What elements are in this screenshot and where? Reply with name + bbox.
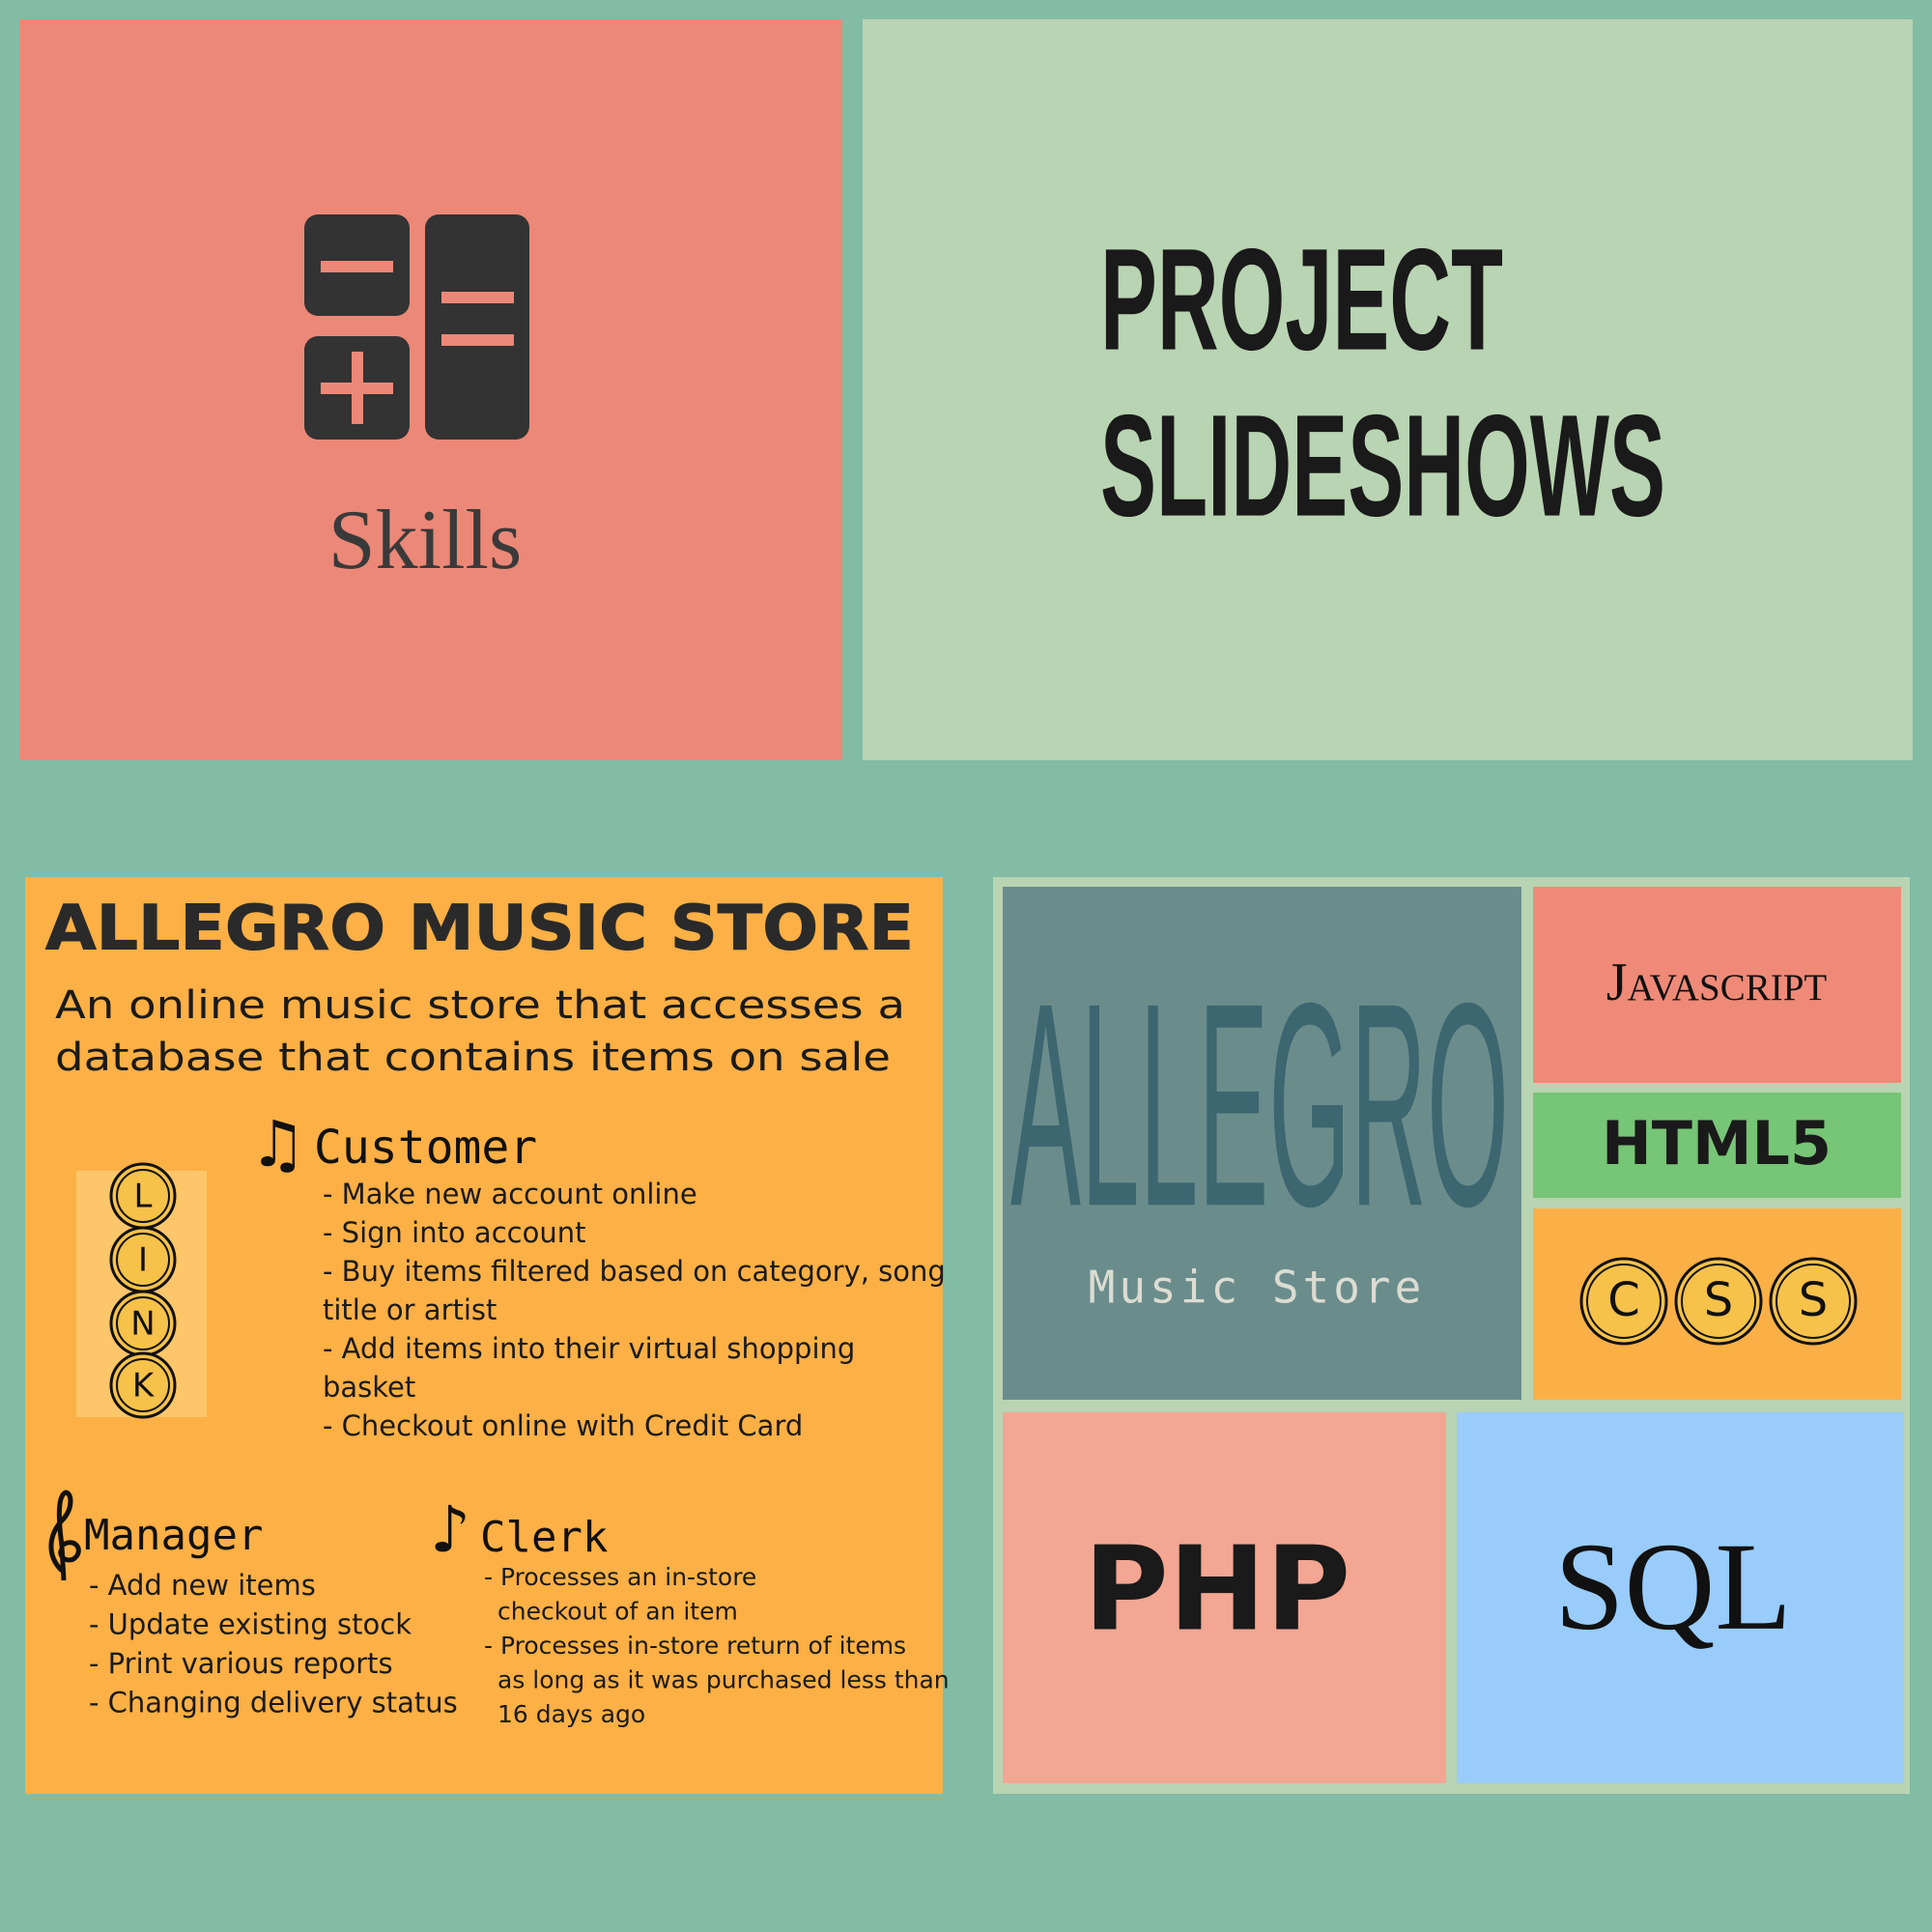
html5-tile: [1533, 1093, 1901, 1198]
list-line: - Update existing stock: [89, 1608, 412, 1641]
projects-line: PROJECT: [1100, 218, 1503, 381]
list-line: 16 days ago: [497, 1700, 645, 1728]
badge-inner: [116, 1233, 170, 1287]
clerk-heading: Clerk: [480, 1513, 608, 1562]
list-line: - Make new account online: [323, 1178, 697, 1210]
php-tile: [1003, 1412, 1446, 1783]
badge-ring: [1674, 1257, 1763, 1346]
list-line: - Checkout online with Credit Card: [323, 1409, 803, 1442]
projects-tile[interactable]: [863, 19, 1913, 760]
customer-list: - Make new account online - Sign into acc…: [323, 1178, 946, 1442]
badge-ring: [1769, 1257, 1858, 1346]
list-line: - Processes an in-store: [484, 1563, 756, 1591]
badge-letter: S: [1704, 1273, 1733, 1327]
badge-letter: C: [1607, 1273, 1640, 1327]
badge-inner: [116, 1358, 170, 1412]
list-line: basket: [323, 1371, 415, 1404]
manager-list: - Add new items - Update existing stock - …: [89, 1569, 458, 1719]
logo-title: ALLEGRO: [1010, 942, 1509, 1266]
javascript-label: Javascript: [1606, 952, 1828, 1012]
list-line: as long as it was purchased less than: [497, 1666, 950, 1694]
sql-tile: [1457, 1412, 1904, 1783]
badge-letter: K: [132, 1367, 156, 1406]
list-line: - Add items into their virtual shopping: [323, 1332, 855, 1365]
badge-ring: [109, 1351, 177, 1419]
card-title: ALLEGRO MUSIC STORE: [45, 894, 914, 965]
card-description: An online music store that accesses a: [55, 983, 905, 1028]
badge-inner: [1586, 1264, 1662, 1339]
badge-inner: [1681, 1264, 1756, 1339]
list-line: - Sign into account: [323, 1216, 585, 1249]
badge-inner: [1776, 1264, 1851, 1339]
list-line: - Buy items filtered based on category, …: [323, 1255, 946, 1288]
list-line: - Changing delivery status: [89, 1687, 458, 1719]
clerk-icon: ♪: [430, 1492, 470, 1567]
customer-heading: Customer: [314, 1121, 537, 1175]
badge-inner: [116, 1169, 170, 1223]
clerk-list: - Processes an in-store checkout of an it…: [484, 1563, 950, 1728]
logo-tile: [1003, 887, 1521, 1400]
list-line: - Print various reports: [89, 1647, 393, 1680]
calculator-icon: [304, 214, 529, 440]
sql-label: SQL: [1554, 1518, 1792, 1657]
php-label: PHP: [1084, 1523, 1350, 1658]
javascript-tile: [1533, 887, 1901, 1083]
logo-subtitle: Music Store: [1089, 1262, 1426, 1314]
html5-label: HTML5: [1602, 1108, 1832, 1179]
list-line: title or artist: [323, 1293, 497, 1326]
badge-letter: N: [130, 1305, 155, 1344]
manager-heading: Manager: [84, 1511, 263, 1560]
skills-label: Skills: [328, 494, 523, 587]
badge-letter: S: [1799, 1273, 1828, 1327]
badge-letter: L: [134, 1178, 153, 1216]
customer-icon: ♫: [249, 1107, 306, 1181]
list-line: checkout of an item: [497, 1598, 738, 1626]
list-line: - Add new items: [89, 1569, 316, 1602]
projects-line: SLIDESHOWS: [1100, 384, 1665, 547]
list-line: - Processes in-store return of items: [484, 1632, 906, 1660]
clef-icon: [48, 1490, 81, 1581]
badge-letter: I: [138, 1241, 148, 1280]
badge-inner: [116, 1296, 170, 1350]
card-description: database that contains items on sale: [55, 1036, 891, 1080]
badge-ring: [1579, 1257, 1668, 1346]
